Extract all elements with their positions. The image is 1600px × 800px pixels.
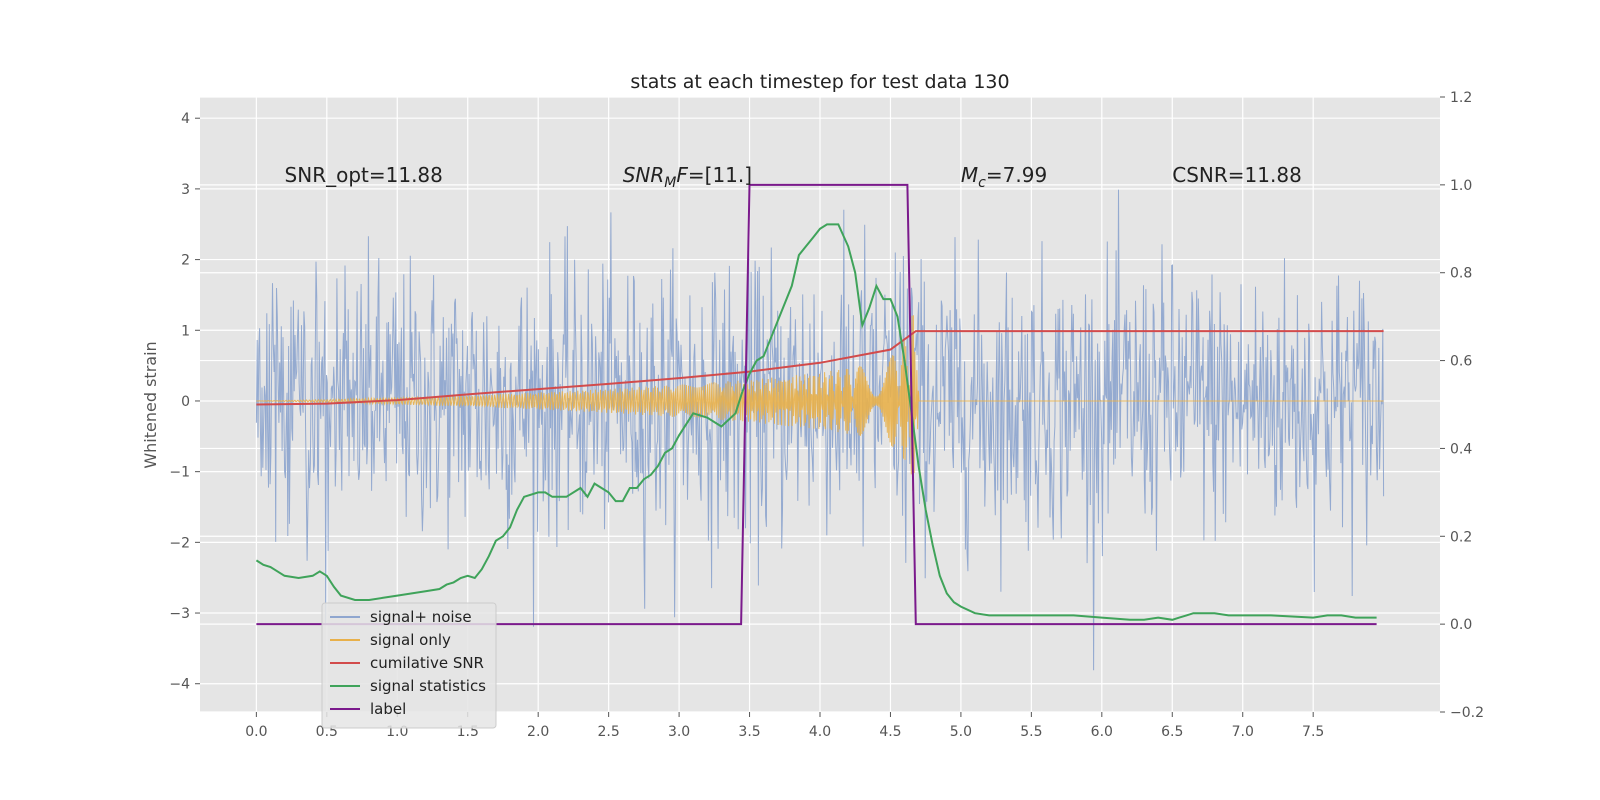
y-tick-label: 1 <box>181 323 190 339</box>
chart-title: stats at each timestep for test data 130 <box>630 71 1009 93</box>
y2-tick-label: 1.2 <box>1450 90 1472 106</box>
series-line-label <box>256 183 1377 626</box>
y2-tick-label: −0.2 <box>1450 705 1484 721</box>
x-tick-label: 0.0 <box>245 724 267 740</box>
legend-box <box>321 602 497 729</box>
annotation: Mc=7.99 <box>961 163 1047 191</box>
x-tick-label: 5.5 <box>1020 724 1042 740</box>
legend-label: label <box>370 700 406 718</box>
y-tick-label: 2 <box>181 253 190 269</box>
annotation: SNR_opt=11.88 <box>285 163 443 187</box>
x-tick-label: 6.0 <box>1091 724 1113 740</box>
x-tick-label: 6.5 <box>1161 724 1183 740</box>
series-line-signal-statistics <box>255 223 1377 621</box>
annotation: SNRMF=[11.] <box>623 163 752 191</box>
series-line-cumilative-snr <box>256 330 1384 406</box>
legend-label: signal statistics <box>370 677 486 695</box>
x-tick-label: 4.0 <box>809 724 831 740</box>
y2-tick-label: 1.0 <box>1450 178 1472 194</box>
y-axis-label: Whitened strain <box>141 341 160 468</box>
y-axis-right: −0.2 0.0 0.2 0.4 0.6 0.8 1.0 1.2 <box>1440 90 1484 721</box>
y2-tick-label: 0.0 <box>1450 617 1472 633</box>
x-tick-label: 3.5 <box>738 724 760 740</box>
legend: signal+ noise signal only cumilative SNR si… <box>321 602 497 729</box>
series-lines <box>255 183 1384 626</box>
x-tick-label: 2.0 <box>527 724 549 740</box>
x-tick-label: 5.0 <box>950 724 972 740</box>
x-tick-label: 3.0 <box>668 724 690 740</box>
y2-tick-label: 0.8 <box>1450 266 1472 282</box>
y-tick-label: −2 <box>169 535 190 551</box>
annotation: CSNR=11.88 <box>1172 163 1302 187</box>
x-tick-label: 2.5 <box>598 724 620 740</box>
annotations: SNR_opt=11.88 SNRMF=[11.] Mc=7.99 CSNR=11.8… <box>285 163 1302 191</box>
y-tick-label: −1 <box>169 465 190 481</box>
y-tick-label: 0 <box>181 394 190 410</box>
legend-label: signal only <box>370 631 451 649</box>
y-tick-label: 4 <box>181 111 190 127</box>
x-tick-label: 7.0 <box>1232 724 1254 740</box>
y-tick-label: 3 <box>181 182 190 198</box>
y2-tick-label: 0.6 <box>1450 354 1472 370</box>
legend-label: signal+ noise <box>370 608 472 626</box>
series-signal-only <box>256 315 1384 491</box>
y2-tick-label: 0.4 <box>1450 441 1472 457</box>
y2-tick-label: 0.2 <box>1450 529 1472 545</box>
signal-only-line <box>256 315 1384 491</box>
x-tick-label: 7.5 <box>1302 724 1324 740</box>
y-axis-left: −4 −3 −2 −1 0 1 2 3 4 <box>169 111 200 693</box>
y-tick-label: −4 <box>169 677 190 693</box>
x-tick-label: 4.5 <box>879 724 901 740</box>
legend-label: cumilative SNR <box>370 654 484 672</box>
y-tick-label: −3 <box>169 606 190 622</box>
x-axis: 0.0 0.5 1.0 1.5 2.0 2.5 3.0 3.5 4.0 4.5 5.0 5.5 6.0 6… <box>245 712 1324 740</box>
